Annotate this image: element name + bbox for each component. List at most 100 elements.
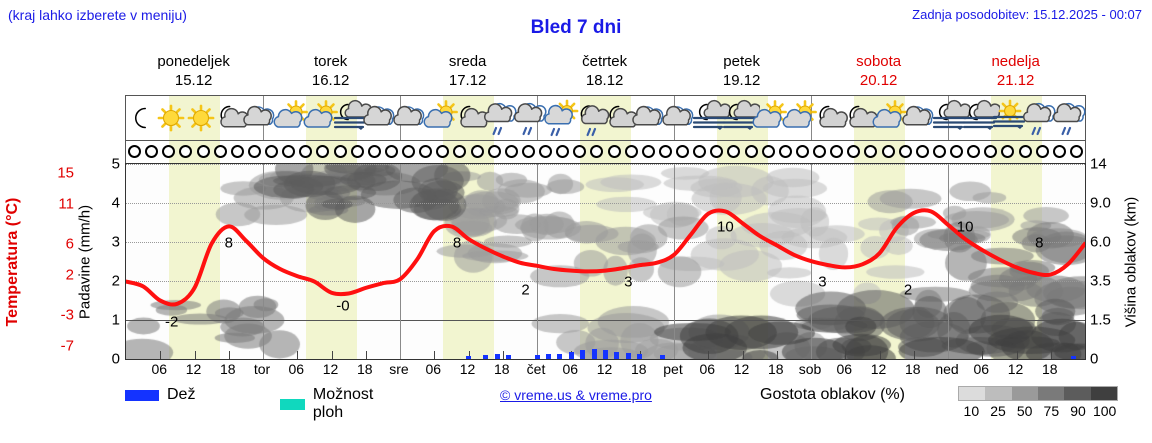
precipitation-bar: [568, 351, 574, 359]
cloud-density-tick-labels: 10 25 50 75 90 100: [958, 403, 1118, 423]
location-menu-note: (kraj lahko izberete v meniju): [8, 7, 187, 23]
hour-marker: [128, 145, 142, 158]
hour-marker: [487, 145, 501, 158]
hour-marker: [761, 145, 775, 158]
density-tick-label: 25: [990, 403, 1006, 419]
copyright-link[interactable]: © vreme.us & vreme.pro: [500, 387, 652, 403]
hour-tick: [913, 351, 915, 359]
temperature-tick: -7: [60, 337, 74, 355]
moon-cloud-icon: [451, 98, 491, 140]
temperature-value-label: 10: [717, 218, 734, 236]
sun-cloud-icon: [421, 98, 461, 140]
density-tick-label: 10: [963, 403, 980, 419]
legend-item-showers: Možnost ploh: [280, 386, 382, 422]
density-swatch: [1037, 387, 1065, 400]
cloud-icon: [660, 98, 700, 140]
hour-marker: [676, 145, 690, 158]
cloud-height-tick: 6.0: [1090, 233, 1111, 251]
hour-tick: [297, 351, 299, 359]
day-gridline: [948, 164, 949, 359]
hour-marker: [282, 145, 296, 158]
precipitation-bar: [580, 350, 586, 359]
temperature-value-label: 2: [903, 281, 913, 299]
density-tick-label: 90: [1070, 403, 1086, 419]
temperature-axis-title: Temperatura (°C): [2, 163, 24, 360]
day-header-nedelja: nedelja 21.12: [947, 52, 1084, 90]
day-gridline: [537, 164, 538, 359]
day-date: 19.12: [722, 72, 761, 89]
hour-marker: [864, 145, 878, 158]
time-tick-label: tor: [253, 361, 271, 377]
sun-cloud-rain-icon: [541, 98, 581, 140]
cloud-height-axis-title: Višina oblakov (km): [1118, 163, 1144, 360]
temperature-line: [126, 208, 1085, 307]
hour-marker: [367, 145, 381, 158]
temperature-curve: [126, 208, 1085, 307]
cloud-height-axis-title-text: Višina oblakov (km): [1122, 196, 1140, 327]
cloud-density-gradient: [958, 386, 1118, 401]
temperature-value-label: 8: [1035, 234, 1044, 252]
moon-cloud-icon: [810, 98, 850, 140]
temperature-value-label: 3: [624, 273, 633, 291]
day-date: 17.12: [448, 72, 487, 89]
hour-tick: [776, 351, 778, 359]
forecast-plot: -28-0823103102837: [125, 163, 1086, 360]
hour-tick: [365, 351, 367, 359]
temperature-tick: 2: [65, 266, 74, 284]
hour-marker: [693, 145, 707, 158]
cloud-icon: [630, 98, 670, 140]
hour-marker: [470, 145, 484, 158]
daylight-shading: [579, 141, 632, 163]
day-date: 20.12: [859, 72, 898, 89]
precipitation-tick: 2: [111, 272, 120, 290]
hour-marker: [179, 145, 193, 158]
precipitation-axis-ticks: 5 4 3 2 1 0: [98, 156, 120, 368]
hour-marker: [504, 145, 518, 158]
day-name: četrtek: [582, 53, 628, 70]
cloud-icon: [241, 98, 281, 140]
precipitation-axis-title-text: Padavine (mm/h): [76, 204, 94, 319]
weather-icon-band: [125, 95, 1086, 141]
last-update-label: Zadnja posodobitev: 15.12.2025 - 00:07: [912, 7, 1142, 22]
precipitation-bar: [1071, 355, 1077, 359]
legend-showers-label: Možnost ploh: [312, 386, 374, 421]
day-header-row: ponedeljek 15.12 torek 16.12 sreda 17.12 četrt…: [125, 52, 1086, 92]
horizontal-gridline: [126, 203, 1085, 204]
time-tick-label: sob: [798, 361, 822, 377]
day-name: nedelja: [991, 53, 1040, 70]
hour-tick: [845, 351, 847, 359]
temperature-value-label: 8: [452, 234, 462, 252]
precipitation-bar: [591, 348, 597, 359]
time-tick-label: 12: [322, 361, 339, 377]
hour-marker: [847, 145, 861, 158]
time-axis-labels: 06 12 18 tor 06 12 18 sre 06 12 18 čet 06 12 18 pet 06 12…: [125, 361, 1086, 381]
precipitation-tick: 1: [111, 311, 120, 329]
hour-marker: [658, 145, 672, 158]
page-title: Bled 7 dni: [530, 17, 622, 38]
hour-tick: [708, 351, 710, 359]
hour-tick: [1050, 351, 1052, 359]
cloud-icon: [900, 98, 940, 140]
sun-cloud-wind-icon: [990, 98, 1030, 140]
hour-marker: [521, 145, 535, 158]
cloud-density-legend: Gostota oblakov (%) 10 25 50 75 90 100: [760, 384, 1140, 428]
horizontal-gridline: [126, 242, 1085, 243]
precipitation-bar: [466, 355, 471, 359]
time-tick-label: ned: [935, 361, 959, 377]
density-tick-label: 50: [1016, 403, 1033, 419]
hour-marker-band: [125, 141, 1086, 163]
hour-marker: [950, 145, 964, 158]
daylight-shading: [853, 141, 906, 163]
horizontal-gridline: [126, 320, 1085, 321]
cloud-height-tick: 9.0: [1090, 194, 1111, 212]
cloud-height-tick: 1.5: [1090, 311, 1111, 329]
temperature-value-label: -2: [164, 313, 179, 331]
precipitation-tick: 3: [111, 233, 120, 251]
day-date: 18.12: [585, 72, 624, 89]
hour-marker: [624, 145, 638, 158]
hour-marker: [230, 145, 244, 158]
hour-marker: [196, 145, 210, 158]
precipitation-bar: [494, 354, 500, 359]
hour-marker: [539, 145, 553, 158]
